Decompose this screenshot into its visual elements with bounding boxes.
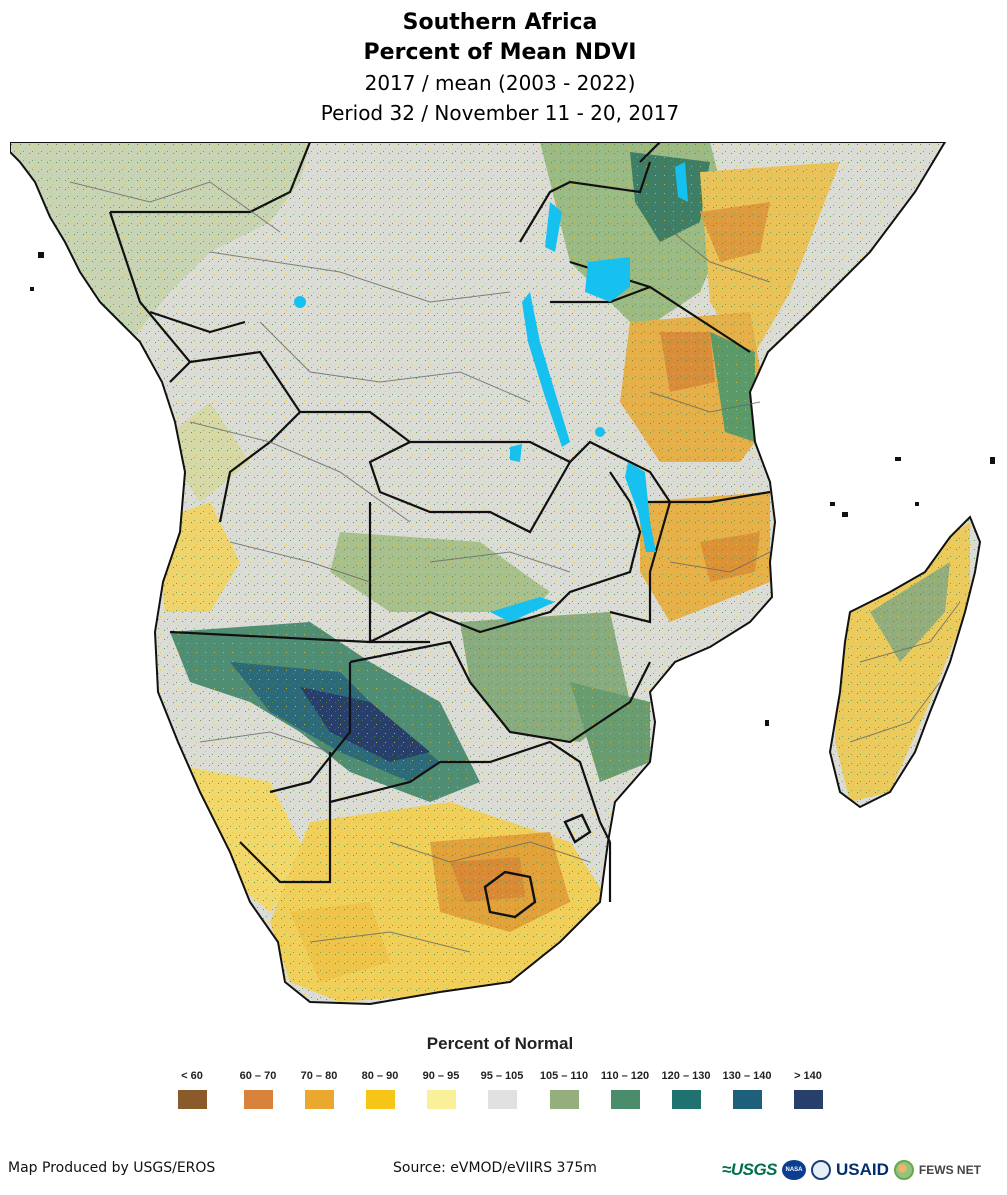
legend-swatch <box>610 1090 640 1109</box>
comoros-seychelles-islands <box>30 252 995 726</box>
ndvi-map <box>10 142 995 1005</box>
legend-label: 70 – 80 <box>300 1070 338 1082</box>
lake-albert <box>545 202 562 252</box>
lake-rukwa <box>595 427 605 437</box>
fews-globe-icon <box>893 1160 914 1180</box>
lake-tanganyika <box>522 292 570 447</box>
legend-item: 120 – 130 <box>656 1068 716 1109</box>
lake-mweru <box>510 444 522 462</box>
legend-swatch <box>793 1090 823 1109</box>
map-comparison-subtitle: 2017 / mean (2003 - 2022) <box>364 71 636 95</box>
lake-turkana <box>675 162 688 202</box>
legend-label: 80 – 90 <box>361 1070 399 1082</box>
lake-malawi <box>625 462 656 552</box>
map-region-title: Southern Africa <box>402 10 598 35</box>
lake-small <box>294 296 306 308</box>
partner-logos: ≈USGS NASA USAID FEWS NET <box>722 1154 998 1186</box>
map-title-block: Southern Africa Percent of Mean NDVI 201… <box>0 8 1000 128</box>
national-boundaries <box>108 142 771 902</box>
legend-item: 105 – 110 <box>534 1068 594 1109</box>
eswatini-boundary <box>563 813 592 844</box>
lakes <box>294 162 688 622</box>
legend-swatch <box>732 1090 762 1109</box>
legend-item: 80 – 90 <box>350 1068 410 1109</box>
legend-label: 110 – 120 <box>600 1070 650 1082</box>
usgs-logo: ≈USGS <box>722 1160 778 1179</box>
legend-label: 90 – 95 <box>422 1070 460 1082</box>
legend-item: > 140 <box>778 1068 838 1109</box>
legend-item: 130 – 140 <box>717 1068 777 1109</box>
legend-label: 60 – 70 <box>239 1070 277 1082</box>
legend-item: 110 – 120 <box>595 1068 655 1109</box>
legend-swatch <box>426 1090 456 1109</box>
legend-swatch <box>243 1090 273 1109</box>
legend-swatch <box>487 1090 517 1109</box>
legend-item: 90 – 95 <box>411 1068 471 1109</box>
legend-label: < 60 <box>181 1070 203 1082</box>
legend-item: < 60 <box>162 1068 222 1109</box>
admin-boundaries <box>69 181 961 953</box>
ndvi-raster <box>10 142 980 1004</box>
noaa-seal-icon <box>811 1160 832 1180</box>
legend-item: 95 – 105 <box>472 1068 532 1109</box>
legend-title: Percent of Normal <box>426 1034 574 1053</box>
legend-label: 130 – 140 <box>722 1070 772 1082</box>
fews-net-logo: FEWS NET <box>918 1163 981 1177</box>
legend-label: > 140 <box>794 1070 822 1082</box>
legend-item: 70 – 80 <box>289 1068 349 1109</box>
nasa-logo: NASA <box>782 1160 807 1180</box>
lesotho-boundary <box>483 870 537 919</box>
legend-swatch <box>549 1090 579 1109</box>
data-source-credit: Source: eVMOD/eVIIRS 375m <box>393 1160 597 1176</box>
legend-swatch <box>177 1090 207 1109</box>
legend-label: 120 – 130 <box>661 1070 711 1082</box>
legend-label: 105 – 110 <box>539 1070 589 1082</box>
legend-swatch <box>304 1090 334 1109</box>
usaid-logo: USAID <box>836 1160 889 1179</box>
map-period-subtitle: Period 32 / November 11 - 20, 2017 <box>320 101 680 125</box>
legend-swatch <box>365 1090 395 1109</box>
producer-credit: Map Produced by USGS/EROS <box>8 1160 216 1176</box>
map-product-title: Percent of Mean NDVI <box>363 40 637 65</box>
lake-kariba <box>490 597 555 622</box>
legend-item: 60 – 70 <box>228 1068 288 1109</box>
legend-swatch <box>671 1090 701 1109</box>
lake-victoria <box>585 257 630 302</box>
legend-label: 95 – 105 <box>480 1070 524 1082</box>
